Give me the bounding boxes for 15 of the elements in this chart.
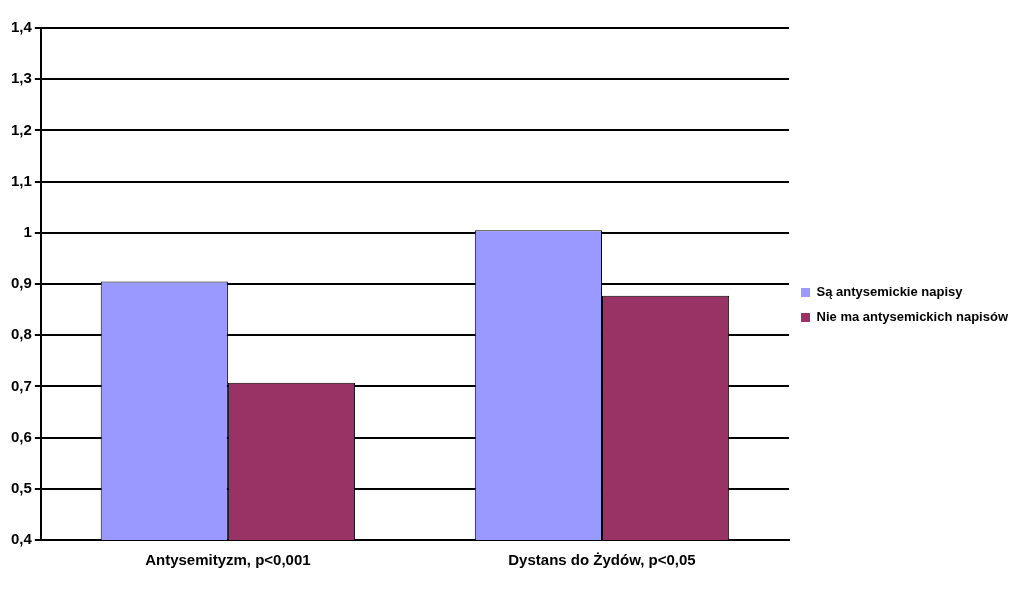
legend-label: Nie ma antysemickich napisów (816, 309, 1009, 325)
y-tick-label: 1,4 (10, 18, 33, 36)
y-tick-label: 0,8 (10, 325, 32, 343)
legend-label: Są antysemickie napisy (816, 284, 964, 300)
y-tick-label: 0,9 (10, 274, 32, 292)
x-tick-label: Antysemityzm, p<0,001 (145, 551, 311, 569)
y-tick-label: 1 (23, 222, 32, 240)
y-tick-label: 0,4 (10, 530, 33, 548)
y-tick-label: 1,3 (10, 69, 32, 87)
y-tick-label: 1,2 (10, 120, 32, 138)
x-tick-label: Dystans do Żydów, p<0,05 (508, 551, 696, 569)
y-tick-label: 0,5 (10, 478, 32, 496)
y-tick-label: 0,7 (10, 376, 32, 394)
y-tick-label: 1,1 (10, 171, 32, 189)
y-tick-label: 0,6 (10, 427, 32, 445)
